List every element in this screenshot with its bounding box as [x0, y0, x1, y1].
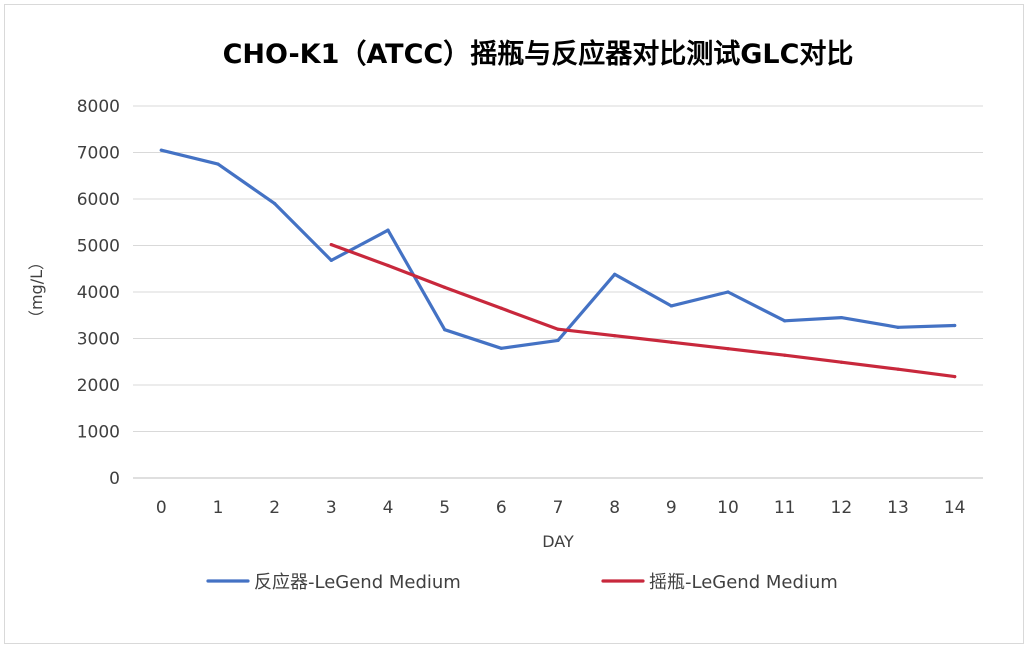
- data-point: [839, 360, 843, 364]
- x-tick-labels: 0 1 2 3 4 5 6 7 8 9 10 11 12 13 14: [156, 498, 966, 518]
- data-point: [386, 263, 390, 268]
- data-point: [669, 304, 673, 308]
- data-point: [216, 162, 220, 166]
- data-point: [443, 328, 447, 332]
- data-point: [556, 338, 560, 342]
- y-tick-label: 0: [109, 469, 120, 489]
- y-tick-label: 1000: [77, 423, 120, 443]
- x-tick-label: 11: [774, 498, 796, 518]
- x-tick-label: 8: [609, 498, 620, 518]
- data-point: [329, 242, 333, 247]
- y-tick-label: 3000: [77, 330, 120, 350]
- x-tick-label: 12: [831, 498, 853, 518]
- y-tick-label: 4000: [77, 283, 120, 303]
- x-axis-label: DAY: [542, 532, 574, 551]
- series-line-1: [329, 243, 957, 379]
- chart-title: CHO-K1（ATCC）摇瓶与反应器对比测试GLC对比: [223, 38, 854, 70]
- data-point: [386, 228, 390, 232]
- data-point: [273, 202, 277, 206]
- y-tick-label: 8000: [77, 97, 120, 117]
- legend-label-0: 反应器-LeGend Medium: [254, 572, 461, 593]
- data-point: [953, 375, 957, 379]
- x-tick-label: 3: [326, 498, 337, 518]
- x-tick-label: 10: [717, 498, 739, 518]
- data-point: [726, 290, 730, 294]
- y-tick-label: 5000: [77, 237, 120, 257]
- x-tick-label: 1: [213, 498, 224, 518]
- y-tick-label: 2000: [77, 376, 120, 396]
- x-tick-label: 4: [383, 498, 394, 518]
- data-point: [499, 306, 503, 310]
- x-tick-label: 2: [269, 498, 280, 518]
- data-point: [839, 315, 843, 320]
- data-point: [669, 340, 673, 344]
- x-tick-label: 6: [496, 498, 507, 518]
- data-point: [726, 347, 730, 351]
- x-tick-label: 13: [887, 498, 909, 518]
- data-point: [329, 258, 333, 262]
- y-tick-labels: 0 1000 2000 3000 4000 5000 6000 7000 8000: [77, 97, 120, 489]
- data-point: [443, 285, 447, 289]
- data-point: [896, 367, 900, 371]
- gridlines: [133, 105, 983, 479]
- data-point: [159, 148, 163, 152]
- x-tick-label: 9: [666, 498, 677, 518]
- data-point: [896, 325, 900, 329]
- x-tick-label: 0: [156, 498, 167, 518]
- y-axis-label: （mg/L）: [27, 254, 46, 326]
- x-tick-label: 7: [553, 498, 564, 518]
- x-tick-label: 5: [439, 498, 450, 518]
- data-point: [613, 334, 617, 338]
- data-point: [556, 327, 560, 331]
- series-line-0: [159, 148, 957, 350]
- data-point: [783, 319, 787, 323]
- data-point: [953, 323, 957, 328]
- x-tick-label: 14: [944, 498, 966, 518]
- data-point: [613, 272, 617, 276]
- data-point: [499, 346, 503, 350]
- legend-label-1: 摇瓶-LeGend Medium: [649, 572, 838, 593]
- y-tick-label: 6000: [77, 190, 120, 210]
- legend: 反应器-LeGend Medium 摇瓶-LeGend Medium: [206, 572, 838, 593]
- data-point: [783, 353, 787, 357]
- chart-frame: [4, 4, 1024, 644]
- series-layer: [159, 148, 957, 379]
- y-tick-label: 7000: [77, 144, 120, 164]
